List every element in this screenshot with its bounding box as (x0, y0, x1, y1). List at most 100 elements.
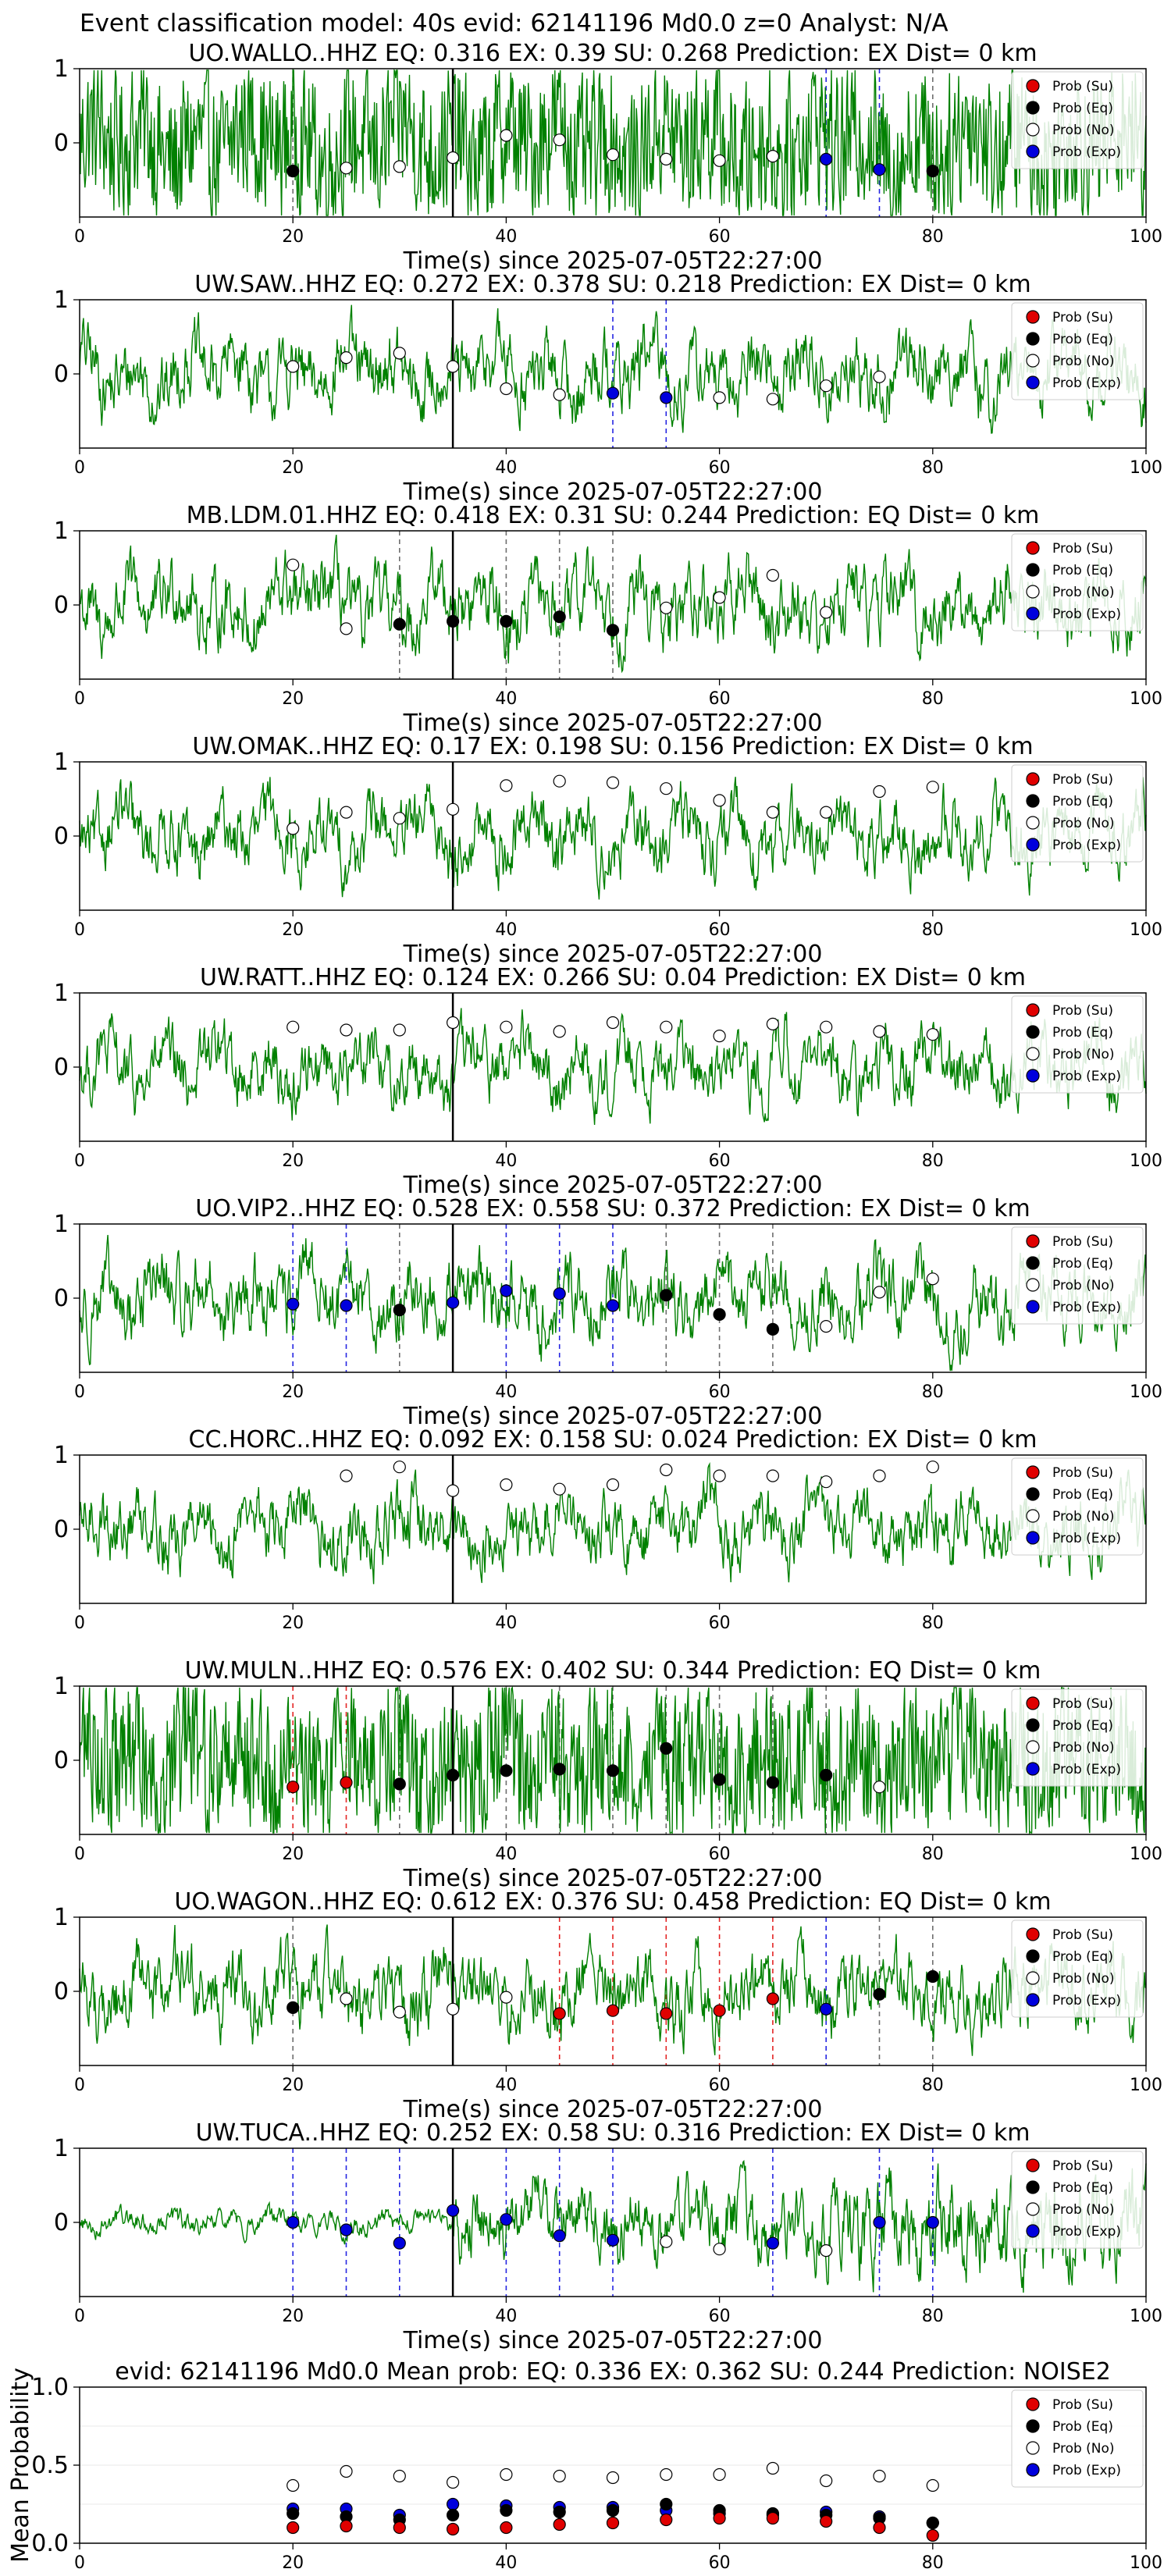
legend-marker-eq (1026, 1949, 1040, 1963)
prob-point-no (713, 591, 726, 604)
legend-label: Prob (Eq) (1052, 101, 1113, 116)
y-tick-label: 1 (54, 1211, 69, 1238)
mean-point-su (500, 2521, 513, 2535)
legend-label: Prob (Exp) (1052, 607, 1121, 622)
legend-label: Prob (Eq) (1052, 794, 1113, 809)
panel-title: UW.RATT..HHZ EQ: 0.124 EX: 0.266 SU: 0.0… (200, 964, 1026, 991)
legend-marker-eq (1026, 1487, 1040, 1501)
prob-point-exp (820, 152, 833, 165)
legend-label: Prob (Exp) (1052, 2224, 1121, 2240)
x-tick-label: 40 (495, 2553, 517, 2573)
x-axis-label: Time(s) since 2025-07-05T22:27:00 (403, 2096, 823, 2123)
legend-marker-eq (1026, 332, 1040, 346)
y-tick-label: 0 (54, 130, 69, 157)
prob-point-su (553, 2007, 566, 2020)
waveform-line (79, 1686, 1147, 1835)
y-tick-label: 1 (54, 980, 69, 1007)
x-tick-label: 0 (74, 920, 85, 940)
mean-point-su (713, 2511, 726, 2525)
prob-point-eq (660, 1742, 673, 1755)
legend-label: Prob (Su) (1052, 1927, 1113, 1943)
prob-point-eq (446, 1768, 460, 1782)
legend-marker-su (1026, 772, 1040, 786)
x-tick-label: 20 (282, 920, 304, 940)
x-tick-label: 20 (282, 1382, 304, 1402)
legend-marker-no (1026, 816, 1040, 830)
legend-label: Prob (Su) (1052, 1696, 1113, 1712)
mean-point-su (660, 2513, 673, 2527)
x-tick-label: 60 (709, 2307, 731, 2326)
legend-marker-no (1026, 1971, 1040, 1985)
y-tick-label: 0 (54, 592, 69, 619)
prob-point-no (287, 1020, 300, 1034)
legend-label: Prob (No) (1052, 816, 1115, 831)
x-tick-label: 80 (922, 227, 944, 247)
waveform-line (79, 1008, 1147, 1126)
legend-marker-eq (1026, 101, 1040, 115)
prob-point-eq (500, 614, 513, 628)
panel-6: UO.VIP2..HHZ EQ: 0.528 EX: 0.558 SU: 0.3… (54, 1195, 1162, 1430)
prob-point-no (287, 558, 300, 571)
prob-point-exp (820, 2002, 833, 2016)
prob-point-exp (873, 2215, 886, 2229)
x-tick-label: 0 (74, 2307, 85, 2326)
x-tick-label: 60 (709, 1614, 731, 1633)
prob-point-eq (926, 1969, 939, 1984)
x-tick-label: 60 (709, 2553, 731, 2573)
prob-point-no (660, 782, 673, 795)
legend-label: Prob (Eq) (1052, 2419, 1113, 2435)
y-tick-label: 0 (54, 1054, 69, 1081)
x-tick-label: 0 (74, 1845, 85, 1864)
prob-point-su (287, 1781, 300, 1794)
mean-point-no (287, 2478, 300, 2492)
panel-5: UW.RATT..HHZ EQ: 0.124 EX: 0.266 SU: 0.0… (54, 964, 1162, 1199)
figure-title: Event classification model: 40s evid: 62… (80, 9, 949, 37)
y-tick-label: 0 (54, 1516, 69, 1543)
prob-point-no (713, 154, 726, 167)
x-tick-label: 40 (495, 689, 517, 709)
x-tick-label: 60 (709, 689, 731, 709)
mean-point-exp (446, 2497, 460, 2511)
prob-point-no (340, 1023, 353, 1037)
x-tick-label: 80 (922, 2307, 944, 2326)
prob-point-exp (287, 2215, 300, 2229)
prob-point-eq (553, 1763, 566, 1776)
x-tick-label: 80 (922, 458, 944, 478)
legend-box (1011, 2151, 1144, 2249)
x-tick-label: 100 (1130, 2076, 1162, 2095)
x-tick-label: 60 (709, 2076, 731, 2095)
x-tick-label: 0 (74, 1151, 85, 1171)
legend-box (1011, 764, 1144, 863)
mean-point-su (446, 2522, 460, 2536)
legend-box (1011, 1920, 1144, 2018)
panel-title: evid: 62141196 Md0.0 Mean prob: EQ: 0.33… (115, 2358, 1111, 2386)
legend-marker-eq (1026, 1256, 1040, 1270)
y-tick-label: 1 (54, 1442, 69, 1469)
x-tick-label: 20 (282, 1614, 304, 1633)
x-axis-label: Time(s) since 2025-07-05T22:27:00 (403, 1172, 823, 1199)
mean-point-eq (287, 2507, 300, 2521)
prob-point-eq (393, 1777, 406, 1791)
mean-point-su (926, 2528, 939, 2542)
prob-point-no (713, 1469, 726, 1482)
prob-point-no (766, 568, 780, 582)
prob-point-no (873, 370, 886, 383)
mean-point-no (820, 2474, 833, 2488)
legend-label: Prob (Exp) (1052, 1762, 1121, 1777)
prob-point-no (500, 1991, 513, 2004)
prob-point-no (393, 812, 406, 825)
legend-label: Prob (Eq) (1052, 1025, 1113, 1041)
prob-point-no (660, 152, 673, 165)
waveform-line (79, 69, 1147, 216)
waveform-line (79, 535, 1147, 674)
mean-point-su (553, 2517, 566, 2532)
prob-point-no (713, 2243, 726, 2256)
legend-box (1011, 533, 1144, 632)
prob-point-no (926, 1272, 939, 1286)
panel-4: UW.OMAK..HHZ EQ: 0.17 EX: 0.198 SU: 0.15… (54, 733, 1162, 968)
prob-point-exp (926, 2215, 939, 2229)
mean-point-su (340, 2519, 353, 2533)
prob-point-no (340, 1469, 353, 1482)
x-tick-label: 0 (74, 2553, 85, 2573)
prob-point-eq (873, 1987, 886, 2001)
